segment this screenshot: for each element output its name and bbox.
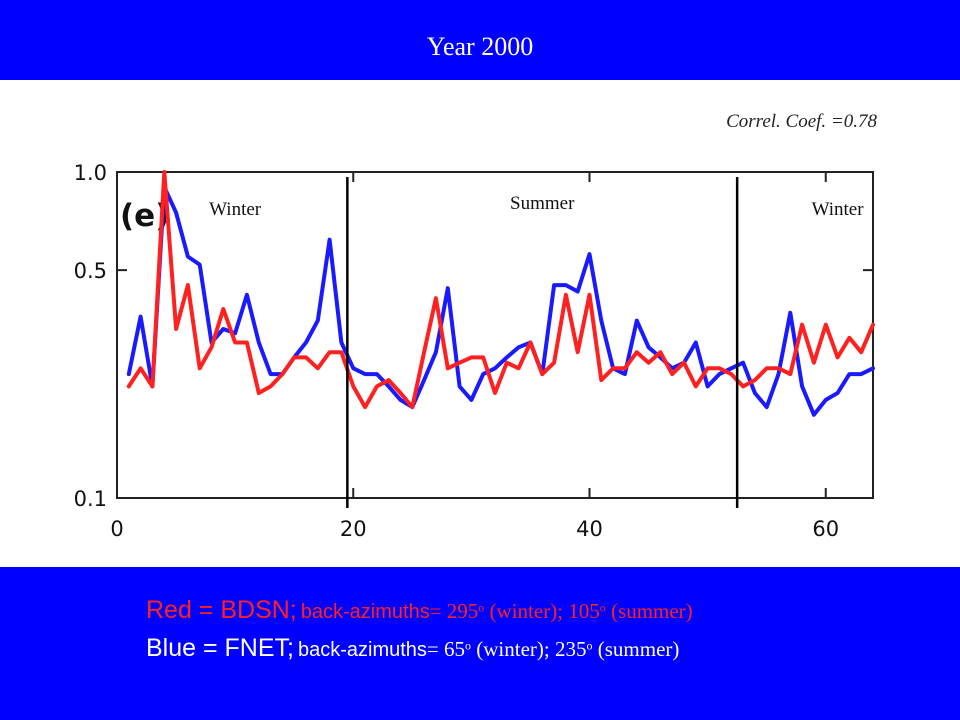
correlation-annotation: Correl. Coef. =0.78: [726, 111, 877, 132]
chart: (e) Correl. Coef. =0.78 Winter Summer Wint…: [74, 111, 878, 541]
slide-title: Year 2000: [426, 32, 534, 61]
caption-blue-unit2: o: [586, 638, 593, 653]
x-tick-label: 20: [340, 517, 367, 541]
caption-red-unit2: o: [599, 600, 606, 615]
caption-blue-line: Blue = FNET; back-azimuths= 65o (winter)…: [146, 631, 693, 669]
season-label: Winter: [812, 199, 865, 220]
caption-blue-label: Blue = FNET;: [146, 634, 294, 662]
caption-red-line: Red = BDSN; back-azimuths= 295o (winter)…: [146, 593, 693, 631]
caption-red-tail2: (summer): [605, 599, 693, 623]
caption-blue-value1: = 65: [426, 637, 466, 661]
caption-blue-tail1: (winter); 235: [471, 637, 587, 661]
caption-blue-prefix: back-azimuths: [297, 639, 427, 661]
season-label: Summer: [510, 193, 575, 214]
y-tick-label: 0.5: [74, 259, 107, 283]
x-tick-label: 40: [576, 517, 603, 541]
caption-red-value1: = 295: [429, 599, 479, 623]
caption-blue-unit1: o: [465, 638, 472, 653]
caption-red-label: Red = BDSN;: [146, 596, 297, 624]
caption-red-tail1: (winter); 105: [484, 599, 600, 623]
caption: Red = BDSN; back-azimuths= 295o (winter)…: [146, 593, 693, 669]
caption-red-unit1: o: [478, 600, 485, 615]
season-label: Winter: [209, 199, 262, 220]
caption-red-prefix: back-azimuths: [300, 601, 430, 623]
red-series-line: [126, 170, 875, 410]
y-tick-label: 1.0: [74, 161, 107, 185]
x-tick-label: 60: [812, 517, 839, 541]
chart-panel: [0, 80, 960, 567]
title-band: [0, 0, 960, 80]
x-tick-label: 0: [110, 517, 123, 541]
caption-blue-tail2: (summer): [592, 637, 680, 661]
blue-series-line: [126, 184, 875, 417]
y-tick-label: 0.1: [74, 487, 107, 511]
plot-frame: [116, 171, 874, 499]
